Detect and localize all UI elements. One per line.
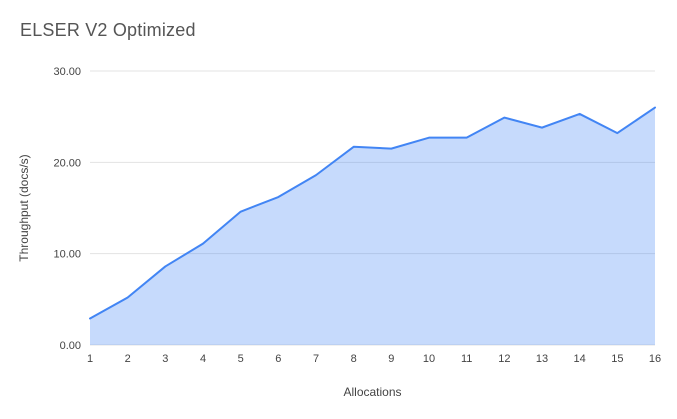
x-tick-label: 8: [351, 353, 357, 365]
x-tick-label: 6: [275, 353, 281, 365]
x-tick-label: 15: [611, 353, 623, 365]
x-tick-label: 7: [313, 353, 319, 365]
x-tick-label: 16: [649, 353, 661, 365]
x-tick-label: 10: [423, 353, 435, 365]
x-tick-label: 2: [125, 353, 131, 365]
x-tick-label: 9: [388, 353, 394, 365]
x-tick-label: 3: [162, 353, 168, 365]
chart-title: ELSER V2 Optimized: [20, 20, 196, 40]
y-tick-label: 30.00: [53, 66, 81, 78]
y-tick-label: 10.00: [53, 249, 81, 261]
x-tick-label: 11: [461, 353, 472, 365]
x-tick-label: 4: [200, 353, 206, 365]
area-fill: [90, 107, 655, 346]
x-tick-label: 5: [238, 353, 244, 365]
series-line: [89, 106, 656, 320]
x-axis-title: Allocations: [343, 385, 402, 399]
x-tick-label: 14: [574, 353, 586, 365]
y-axis-title: Throughput (docs/s): [17, 154, 31, 262]
x-tick-label: 13: [536, 353, 548, 365]
x-tick-label: 12: [498, 353, 510, 365]
x-tick-label: 1: [87, 353, 93, 365]
y-tick-label: 20.00: [53, 157, 81, 169]
y-tick-label: 0.00: [60, 340, 81, 352]
